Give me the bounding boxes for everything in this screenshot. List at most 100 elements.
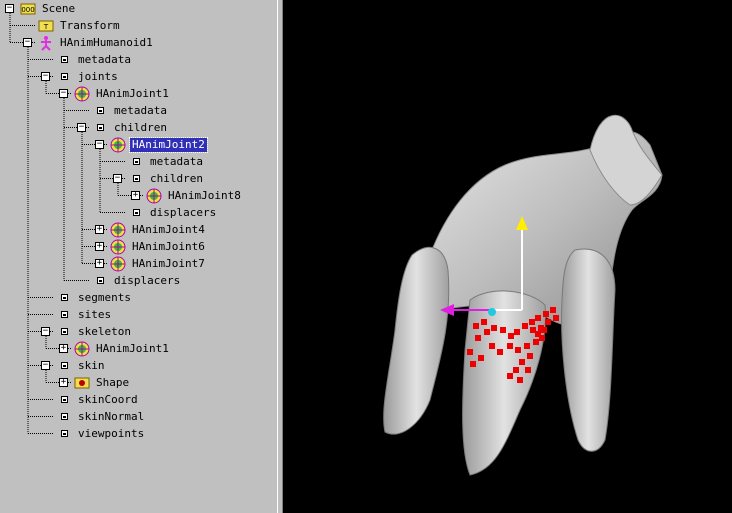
skin-point-marker[interactable] [541,327,547,333]
tree-node[interactable]: HAnimJoint8 [146,187,243,204]
tree-node-label[interactable]: HAnimJoint1 [96,86,169,100]
skin-point-marker[interactable] [489,343,495,349]
tree-node[interactable]: viewpoints [56,425,146,442]
tree-node[interactable]: metadata [92,102,169,119]
skin-point-marker[interactable] [524,343,530,349]
tree-node[interactable]: HAnimHumanoid1 [38,34,155,51]
joint-manipulator-axes[interactable] [440,216,528,316]
collapse-toggle-icon[interactable]: − [113,173,122,183]
skin-point-marker[interactable] [539,335,545,341]
tree-node-label[interactable]: children [114,120,167,134]
tree-node[interactable]: joints [56,68,120,85]
y-axis-handle[interactable] [516,216,528,230]
tree-node-label[interactable]: Transform [60,18,120,32]
tree-node-label[interactable]: displacers [150,205,217,219]
skin-point-marker[interactable] [545,319,551,325]
viewport-canvas[interactable] [283,0,732,513]
tree-node[interactable]: skinNormal [56,408,146,425]
tree-node-label[interactable]: HAnimJoint1 [96,341,169,355]
skin-point-marker[interactable] [484,329,490,335]
panel-splitter[interactable] [277,0,283,513]
skin-point-marker[interactable] [527,353,533,359]
tree-node[interactable]: displacers [128,204,218,221]
tree-node[interactable]: sites [56,306,113,323]
collapse-toggle-icon[interactable]: − [23,37,32,47]
skin-point-marker[interactable] [522,323,528,329]
tree-node[interactable]: HAnimJoint1 [74,340,171,357]
skin-point-marker[interactable] [497,349,503,355]
tree-node[interactable]: skin [56,357,107,374]
tree-node[interactable]: HAnimJoint2 [110,136,208,153]
humanoid-skin-mesh[interactable] [383,114,663,476]
tree-node-label[interactable]: children [150,171,203,185]
tree-node-label[interactable]: skinCoord [78,392,138,406]
tree-node[interactable]: children [92,119,169,136]
skin-point-marker[interactable] [535,331,541,337]
collapse-toggle-icon[interactable]: − [41,326,50,336]
skin-point-marker[interactable] [507,373,513,379]
tree-node-label[interactable]: skinNormal [78,409,145,423]
x-axis-handle[interactable] [440,304,454,316]
tree-node-label[interactable]: skeleton [78,324,131,338]
tree-node-label[interactable]: joints [78,69,118,83]
skin-point-marker[interactable] [507,343,513,349]
skin-point-marker[interactable] [535,315,541,321]
selected-skin-points[interactable] [467,307,559,383]
tree-node[interactable]: skinCoord [56,391,140,408]
tree-node-label[interactable]: HAnimHumanoid1 [60,35,153,49]
tree-node[interactable]: skeleton [56,323,133,340]
joint-center-handle[interactable] [488,308,496,316]
skin-point-marker[interactable] [529,319,535,325]
tree-node-label[interactable]: Shape [96,375,130,389]
collapse-toggle-icon[interactable]: − [95,139,104,149]
skin-point-marker[interactable] [533,339,539,345]
skin-point-marker[interactable] [514,329,520,335]
skin-point-marker[interactable] [513,367,519,373]
tree-node[interactable]: HAnimJoint7 [110,255,207,272]
tree-node[interactable]: metadata [128,153,205,170]
collapse-toggle-icon[interactable]: − [77,122,86,132]
collapse-toggle-icon[interactable]: − [41,360,50,370]
skin-point-marker[interactable] [508,333,514,339]
skin-point-marker[interactable] [517,377,523,383]
skin-point-marker[interactable] [515,347,521,353]
tree-node-label[interactable]: Scene [42,1,76,15]
skin-point-marker[interactable] [543,311,549,317]
expand-toggle-icon[interactable]: + [95,224,104,234]
tree-node[interactable]: children [128,170,205,187]
tree-node-label[interactable]: displacers [114,273,181,287]
skin-point-marker[interactable] [470,361,476,367]
tree-node-label[interactable]: HAnimJoint8 [168,188,241,202]
tree-node-label[interactable]: metadata [78,52,131,66]
skin-point-marker[interactable] [530,327,536,333]
tree-node-label[interactable]: metadata [150,154,203,168]
skin-point-marker[interactable] [550,307,556,313]
expand-toggle-icon[interactable]: + [59,377,68,387]
skin-point-marker[interactable] [553,315,559,321]
expand-toggle-icon[interactable]: + [59,343,68,353]
skin-point-marker[interactable] [525,367,531,373]
collapse-toggle-icon[interactable]: − [41,71,50,81]
tree-node[interactable]: Shape [74,374,131,391]
collapse-toggle-icon[interactable]: − [5,3,14,13]
tree-node-label[interactable]: HAnimJoint4 [132,222,205,236]
tree-node[interactable]: T Transform [38,17,122,34]
tree-node[interactable]: 000 Scene [20,0,77,17]
skin-point-marker[interactable] [491,325,497,331]
skin-point-marker[interactable] [500,327,506,333]
tree-node-label[interactable]: sites [78,307,112,321]
skin-point-marker[interactable] [478,355,484,361]
tree-node-label[interactable]: HAnimJoint2 [129,136,208,153]
expand-toggle-icon[interactable]: + [95,258,104,268]
tree-node-label[interactable]: HAnimJoint7 [132,256,205,270]
skin-point-marker[interactable] [475,335,481,341]
tree-node[interactable]: metadata [56,51,133,68]
collapse-toggle-icon[interactable]: − [59,88,68,98]
tree-node-label[interactable]: skin [78,358,105,372]
skin-point-marker[interactable] [519,359,525,365]
tree-node-label[interactable]: viewpoints [78,426,145,440]
tree-node-label[interactable]: HAnimJoint6 [132,239,205,253]
skin-point-marker[interactable] [467,349,473,355]
tree-node[interactable]: displacers [92,272,182,289]
tree-node[interactable]: segments [56,289,133,306]
